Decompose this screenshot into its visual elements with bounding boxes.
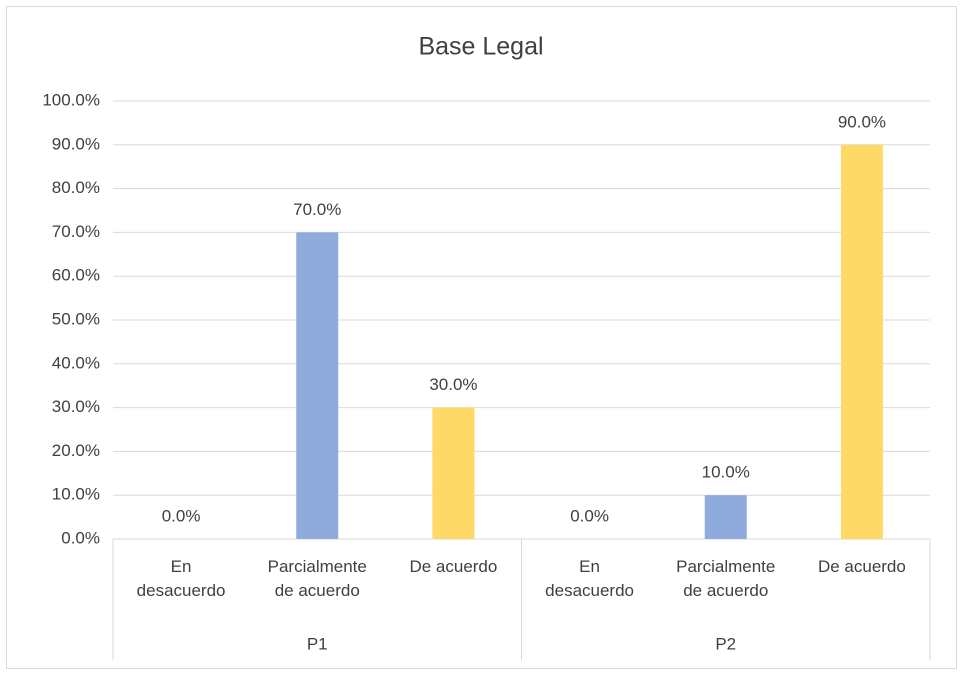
y-tick-label: 20.0% — [52, 441, 100, 460]
data-label: 10.0% — [702, 463, 750, 482]
y-tick-label: 90.0% — [52, 134, 100, 153]
data-label: 90.0% — [838, 112, 886, 131]
bar — [296, 232, 339, 539]
x-tick-label: En desacuerdo — [545, 557, 634, 600]
x-tick-label: Parcialmente de acuerdo — [267, 557, 367, 600]
x-tick-label: En desacuerdo — [136, 557, 226, 600]
y-tick-label: 10.0% — [52, 485, 100, 504]
y-tick-label: 80.0% — [52, 178, 100, 197]
x-tick-label: De acuerdo — [817, 557, 906, 576]
group-label: P2 — [715, 634, 736, 653]
data-label: 30.0% — [429, 375, 477, 394]
bar — [704, 495, 747, 539]
y-tick-label: 70.0% — [52, 222, 100, 241]
y-tick-label: 40.0% — [52, 353, 100, 372]
y-tick-label: 100.0% — [42, 90, 100, 109]
bar — [432, 407, 475, 539]
data-label: 0.0% — [570, 506, 609, 525]
chart-border — [6, 6, 957, 669]
data-label: 70.0% — [293, 200, 341, 219]
bar — [840, 144, 883, 540]
x-tick-label: De acuerdo — [409, 557, 498, 576]
x-tick-label: Parcialmente de acuerdo — [676, 557, 776, 600]
data-label: 0.0% — [162, 506, 201, 525]
y-tick-label: 60.0% — [52, 266, 100, 285]
y-tick-label: 0.0% — [61, 528, 100, 547]
chart-title: Base Legal — [418, 33, 543, 61]
group-label: P1 — [307, 634, 328, 653]
y-tick-label: 50.0% — [52, 309, 100, 328]
y-tick-label: 30.0% — [52, 397, 100, 416]
